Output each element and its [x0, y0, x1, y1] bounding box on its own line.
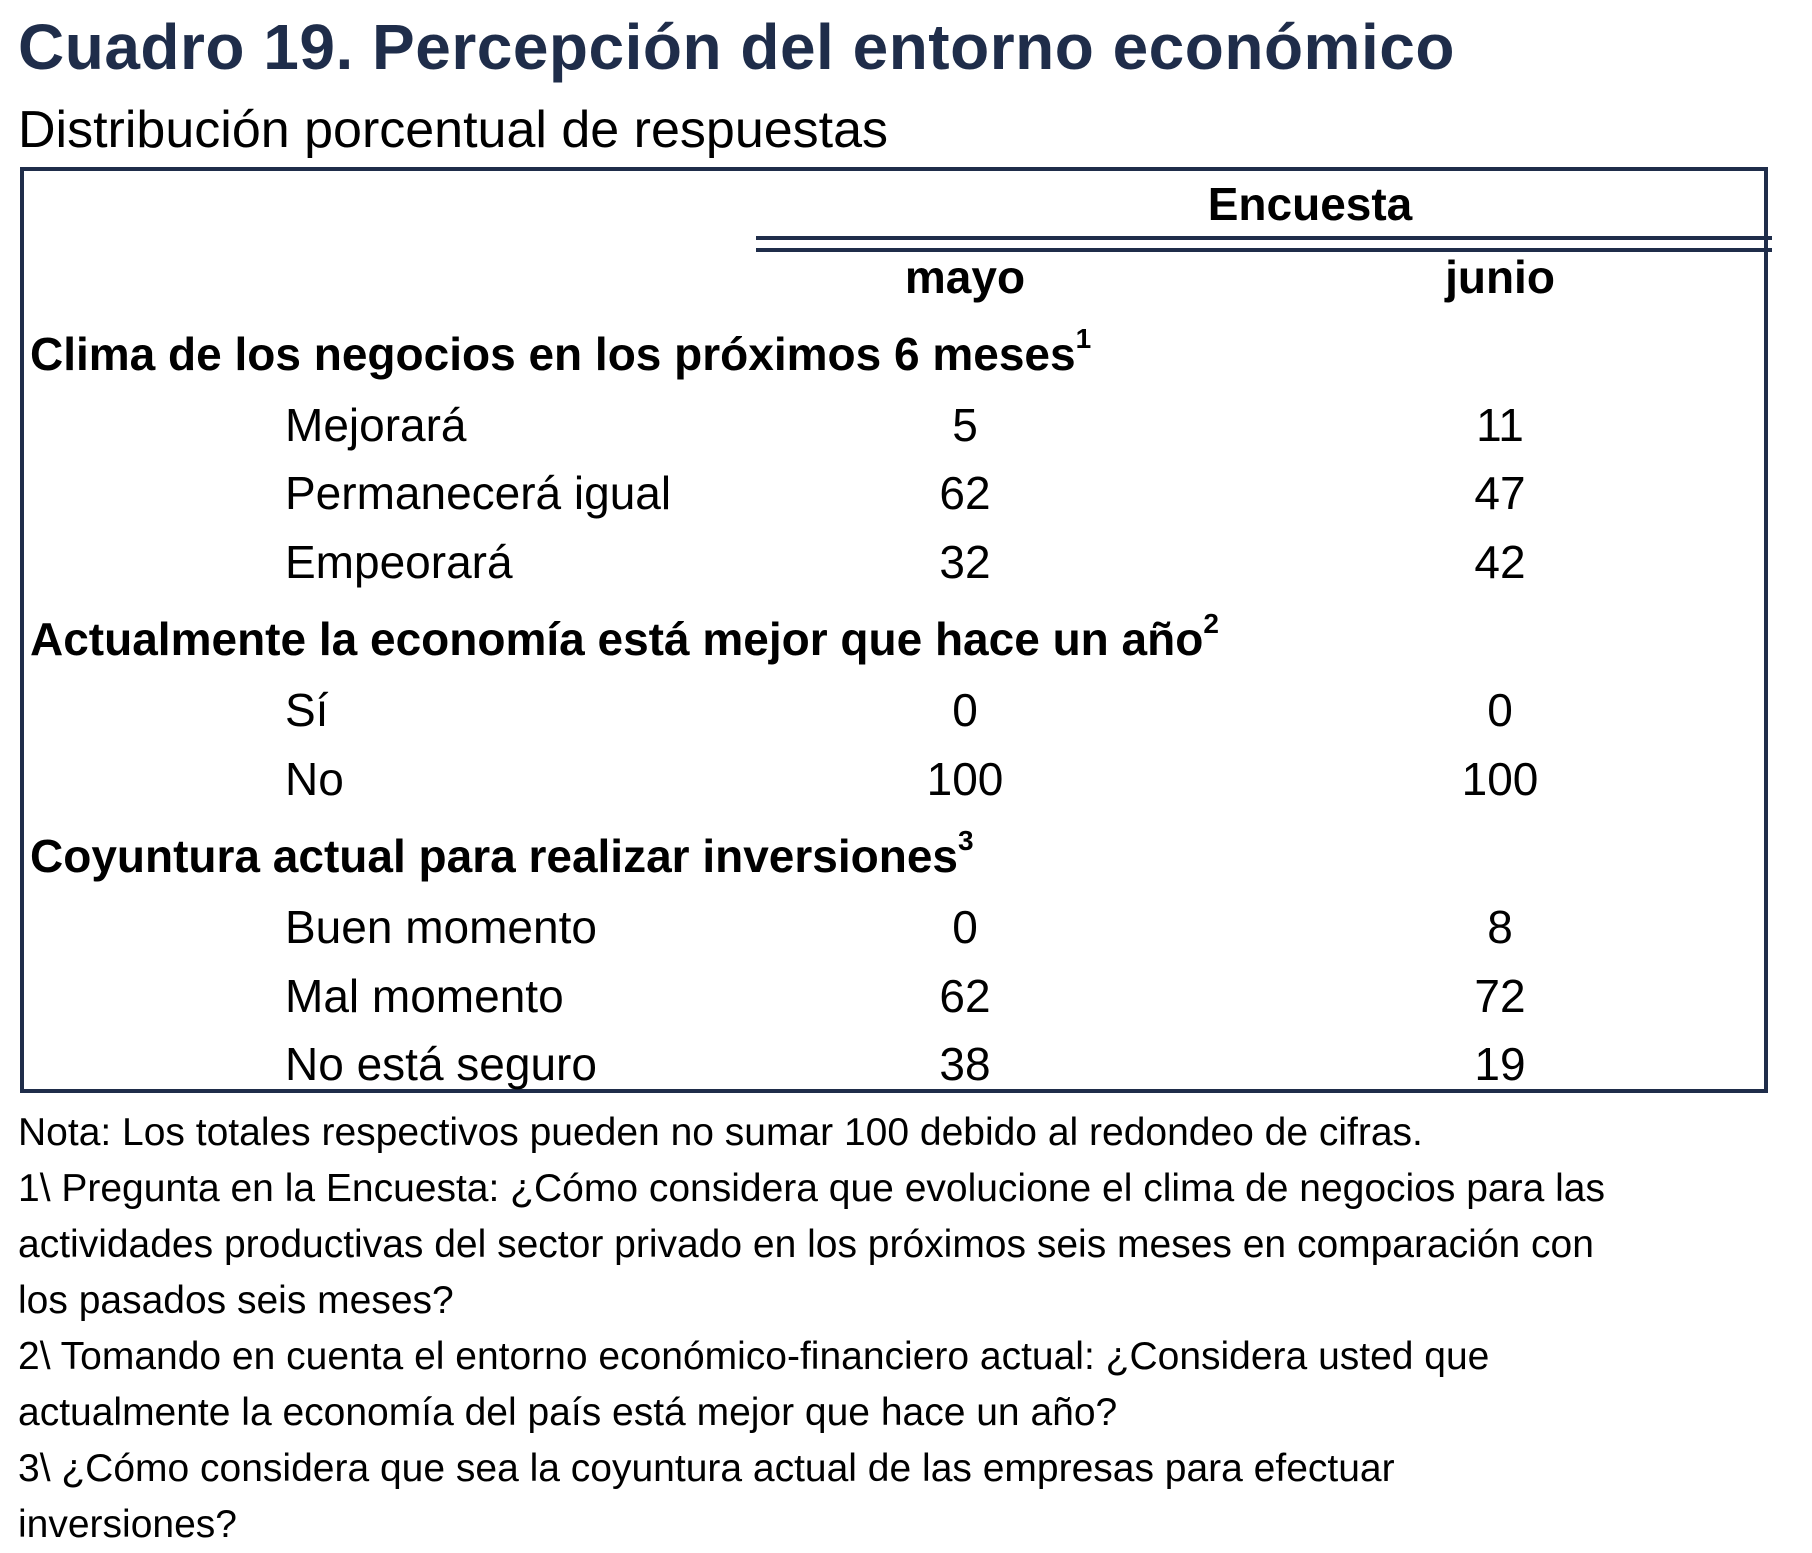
cell-junio: 8 — [1487, 901, 1513, 953]
footnote-3-line-2: inversiones? — [18, 1503, 237, 1546]
cell-junio: 72 — [1474, 970, 1526, 1022]
cell-mayo: 62 — [939, 467, 991, 519]
cell-mayo: 100 — [926, 753, 1004, 805]
row-label: Permanecerá igual — [285, 467, 672, 519]
row-label: Empeorará — [285, 536, 513, 588]
cell-junio: 0 — [1487, 684, 1513, 736]
cell-mayo: 62 — [939, 970, 991, 1022]
cell-junio: 19 — [1474, 1038, 1526, 1090]
footnote-2-line-2: actualmente la economía del país está me… — [18, 1391, 1118, 1434]
section-title-clima: Clima de los negocios en los próximos 6 … — [30, 323, 1092, 381]
row-label: No está seguro — [285, 1038, 597, 1090]
row-label: No — [285, 753, 344, 805]
note-general: Nota: Los totales respectivos pueden no … — [18, 1111, 1423, 1154]
row-label: Mal momento — [285, 970, 564, 1022]
survey-group-header: Encuesta — [1207, 178, 1413, 230]
page-title: Cuadro 19. Percepción del entorno económ… — [18, 11, 1455, 83]
cell-mayo: 38 — [939, 1038, 991, 1090]
footnote-1-line-1: 1\ Pregunta en la Encuesta: ¿Cómo consid… — [18, 1167, 1605, 1210]
cell-mayo: 0 — [952, 901, 978, 953]
header-double-rule — [756, 236, 1772, 252]
footnote-1-line-2: actividades productivas del sector priva… — [18, 1223, 1594, 1266]
row-label: Sí — [285, 684, 329, 736]
table-border — [20, 167, 1768, 1093]
footnote-1-line-3: los pasados seis meses? — [18, 1279, 454, 1322]
footnote-3-line-1: 3\ ¿Cómo considera que sea la coyuntura … — [18, 1447, 1395, 1490]
row-label: Mejorará — [285, 399, 467, 451]
section-title-coyuntura: Coyuntura actual para realizar inversion… — [30, 825, 974, 883]
cell-junio: 47 — [1474, 467, 1526, 519]
cell-junio: 100 — [1461, 753, 1539, 805]
footnote-2-line-1: 2\ Tomando en cuenta el entorno económic… — [18, 1335, 1490, 1378]
cell-junio: 11 — [1476, 399, 1524, 451]
footnotes: Nota: Los totales respectivos pueden no … — [18, 1105, 1808, 1553]
row-label: Buen momento — [285, 901, 597, 953]
cell-mayo: 5 — [952, 399, 978, 451]
page-subtitle: Distribución porcentual de respuestas — [18, 101, 889, 159]
section-title-economia: Actualmente la economía está mejor que h… — [30, 608, 1219, 666]
column-header-junio: junio — [1445, 251, 1555, 303]
cell-mayo: 32 — [939, 536, 991, 588]
column-header-mayo: mayo — [904, 251, 1026, 303]
cell-junio: 42 — [1474, 536, 1526, 588]
cell-mayo: 0 — [952, 684, 978, 736]
